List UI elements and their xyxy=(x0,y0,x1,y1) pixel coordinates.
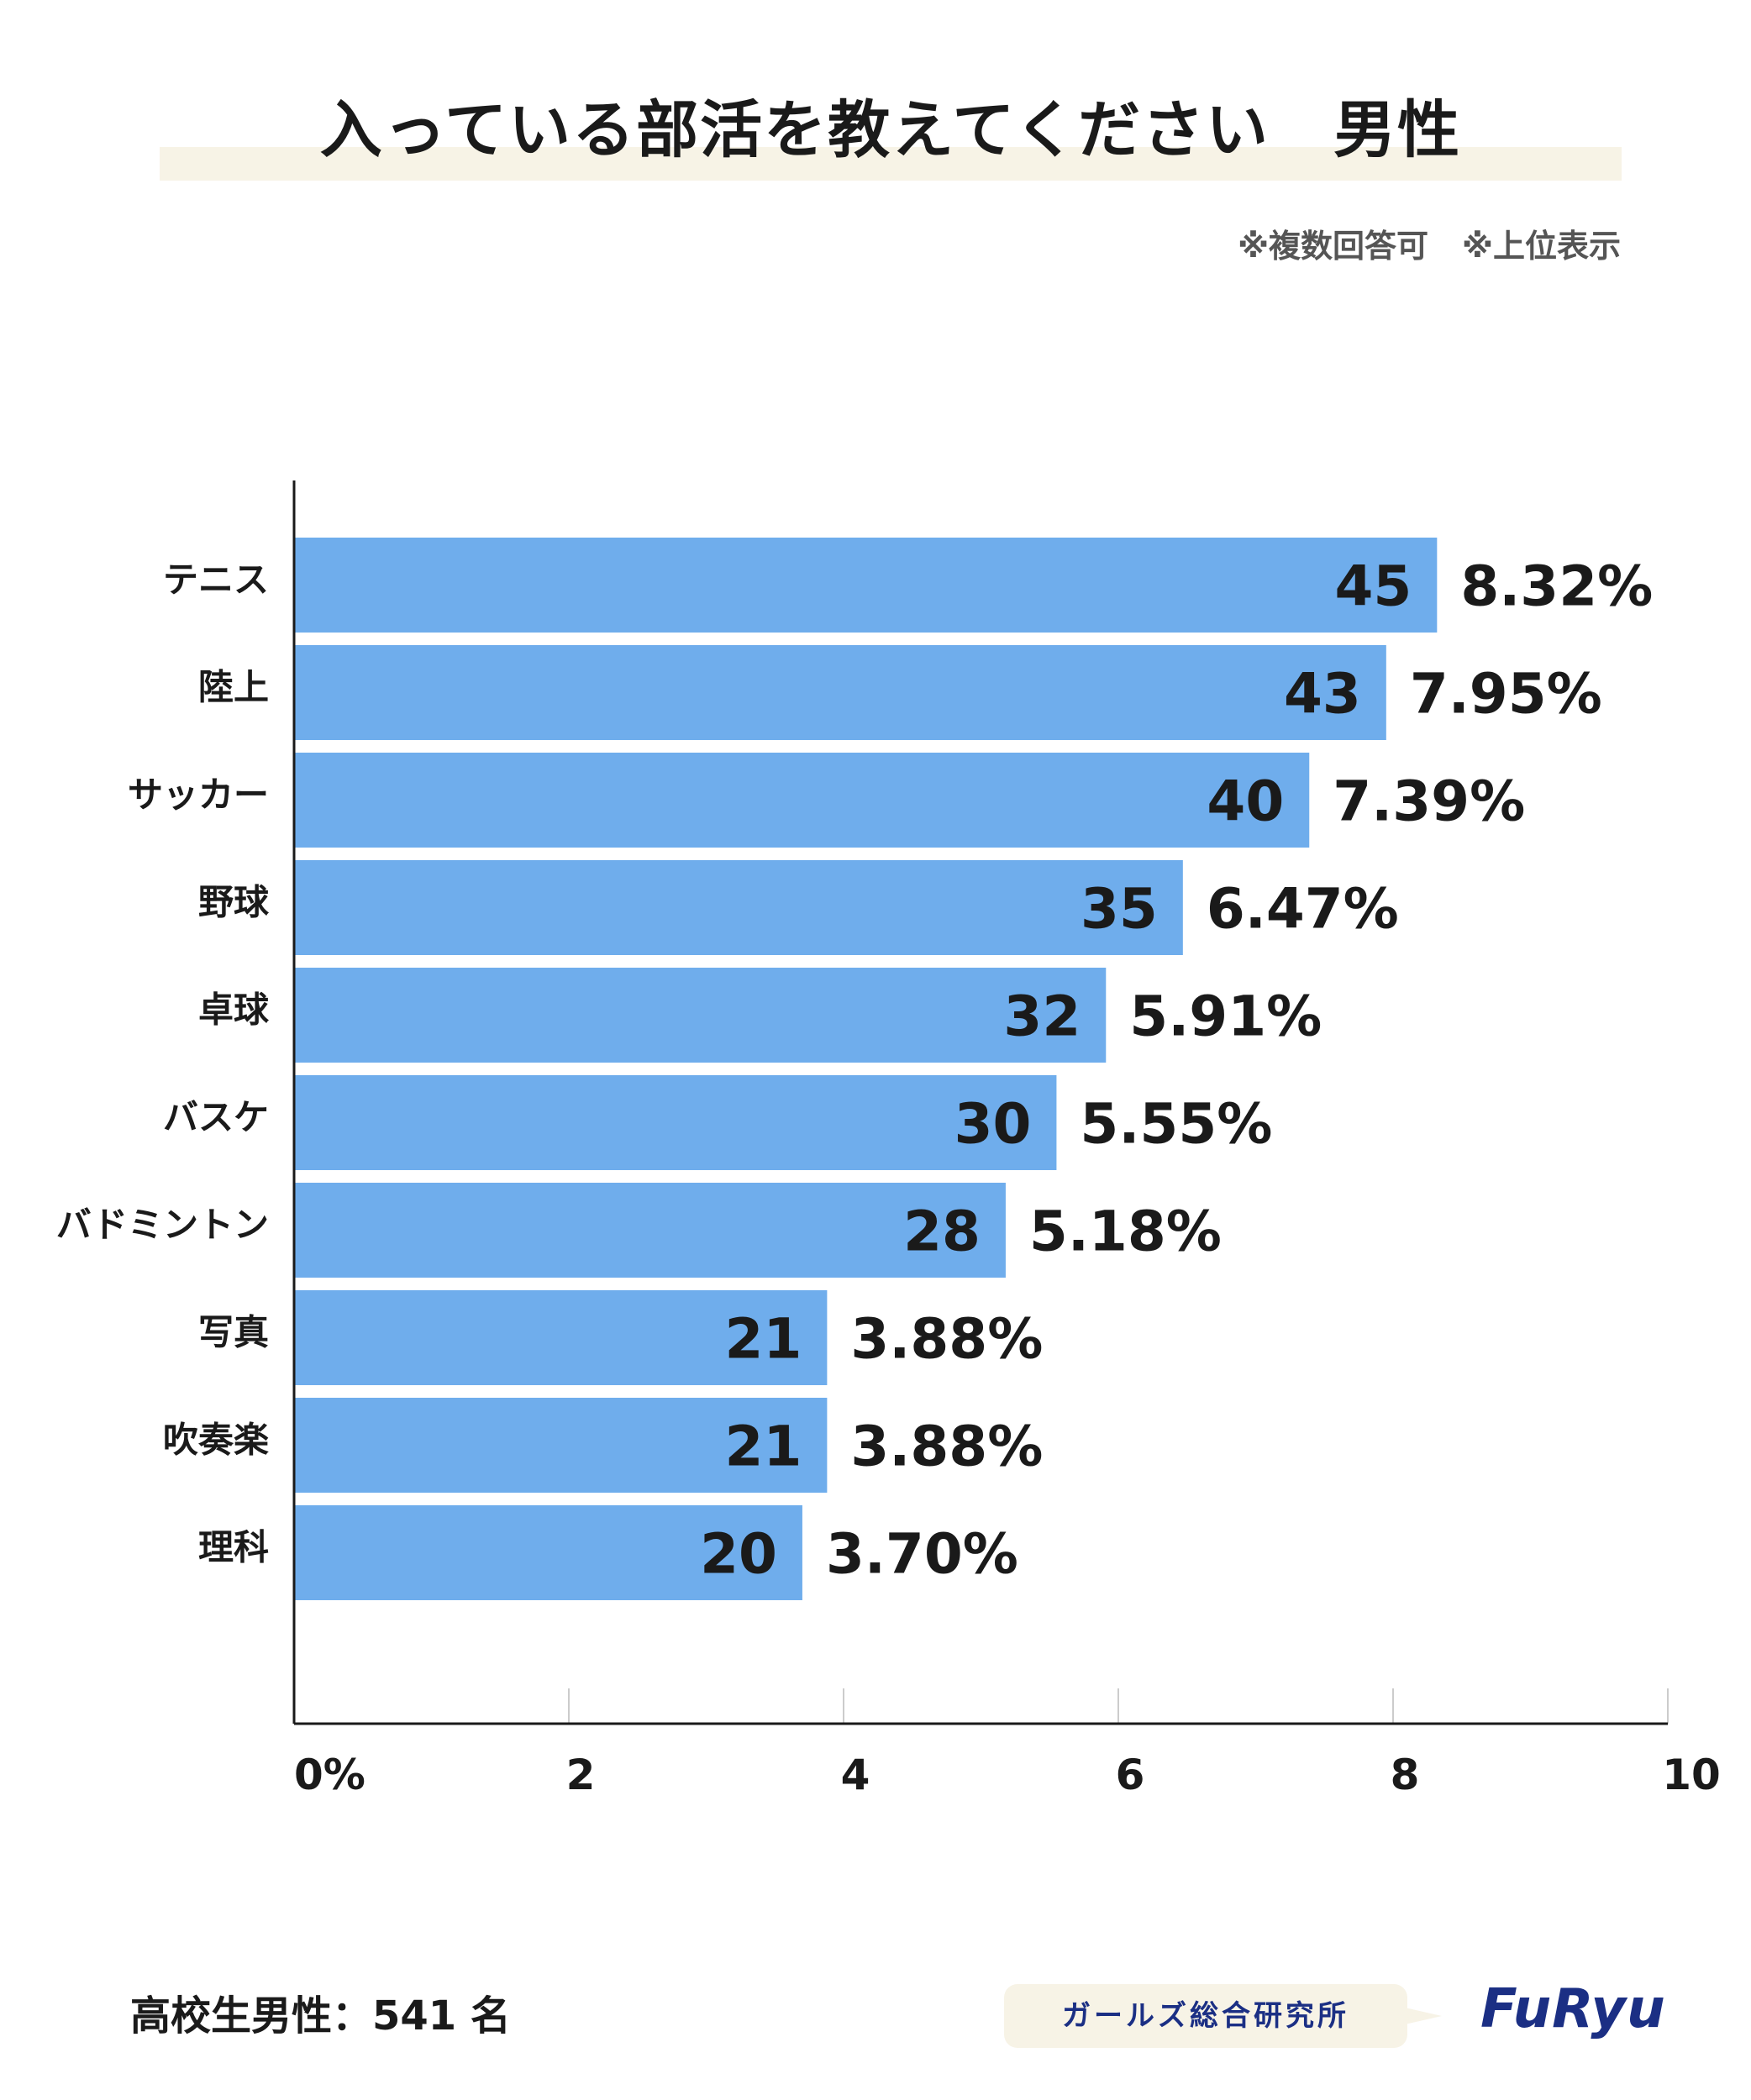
bar-count-label: 20 xyxy=(700,1522,777,1587)
note-multiple-answers: ※複数回答可 xyxy=(1238,228,1429,265)
bar xyxy=(294,1505,802,1600)
category-label: 吹奏楽 xyxy=(163,1420,269,1461)
bar xyxy=(294,968,1107,1063)
bar xyxy=(294,1183,1006,1278)
bar-count-label: 21 xyxy=(725,1307,802,1372)
category-label: テニス xyxy=(163,559,269,601)
bar-count-label: 40 xyxy=(1207,769,1284,834)
category-label: バドミントン xyxy=(56,1205,269,1246)
x-tick-label: 0% xyxy=(294,1751,365,1799)
bar-percent-label: 7.95% xyxy=(1410,662,1602,727)
category-label: 陸上 xyxy=(198,667,269,708)
bar-percent-label: 5.55% xyxy=(1080,1092,1272,1157)
category-label: バスケ xyxy=(163,1097,269,1138)
bar xyxy=(294,645,1386,740)
title-area: 入っている部活を教えてください 男性 xyxy=(160,80,1622,185)
bar-percent-label: 5.18% xyxy=(1029,1200,1222,1264)
category-label: サッカー xyxy=(128,774,269,816)
x-tick-label: 6 xyxy=(1116,1751,1145,1799)
category-label: 写真 xyxy=(198,1312,269,1353)
chart-title: 入っている部活を教えてください 男性 xyxy=(319,94,1462,166)
bar xyxy=(294,1075,1057,1170)
note-top-ranking: ※上位表示 xyxy=(1462,228,1621,265)
bar-count-label: 32 xyxy=(1003,984,1081,1049)
bar-percent-label: 7.39% xyxy=(1333,769,1525,834)
category-label: 理科 xyxy=(198,1527,269,1568)
bar-count-label: 35 xyxy=(1081,877,1158,942)
bar-count-label: 45 xyxy=(1334,554,1412,619)
bar xyxy=(294,1290,828,1385)
furyu-logo: FuRyu xyxy=(1480,1978,1666,2040)
x-tick-label: 2 xyxy=(566,1751,596,1799)
bar-count-label: 43 xyxy=(1284,662,1361,727)
bar xyxy=(294,1398,828,1493)
category-label: 野球 xyxy=(198,882,270,923)
badge-tail xyxy=(1405,2008,1442,2024)
bar-percent-label: 3.88% xyxy=(850,1307,1043,1372)
bar xyxy=(294,538,1438,633)
bar-percent-label: 6.47% xyxy=(1207,877,1399,942)
category-label: 卓球 xyxy=(198,990,270,1031)
sample-size: 高校生男性：541 名 xyxy=(130,1992,511,2040)
bar-count-label: 21 xyxy=(725,1415,802,1479)
bar-count-label: 30 xyxy=(954,1092,1032,1157)
bar-percent-label: 5.91% xyxy=(1129,984,1322,1049)
bar-percent-label: 8.32% xyxy=(1460,554,1653,619)
bar-percent-label: 3.70% xyxy=(826,1522,1018,1587)
bar xyxy=(294,753,1310,848)
x-tick-label: 10 xyxy=(1662,1751,1721,1799)
source-badge: ガールズ総合研究所 xyxy=(1004,1984,1407,2048)
bar xyxy=(294,860,1183,955)
bar-percent-label: 3.88% xyxy=(850,1415,1043,1479)
chart-notes: ※複数回答可 ※上位表示 xyxy=(1204,220,1621,266)
x-tick-label: 4 xyxy=(841,1751,870,1799)
bar-count-label: 28 xyxy=(903,1200,981,1264)
x-tick-label: 8 xyxy=(1391,1751,1420,1799)
title-underline-band xyxy=(160,147,1622,181)
